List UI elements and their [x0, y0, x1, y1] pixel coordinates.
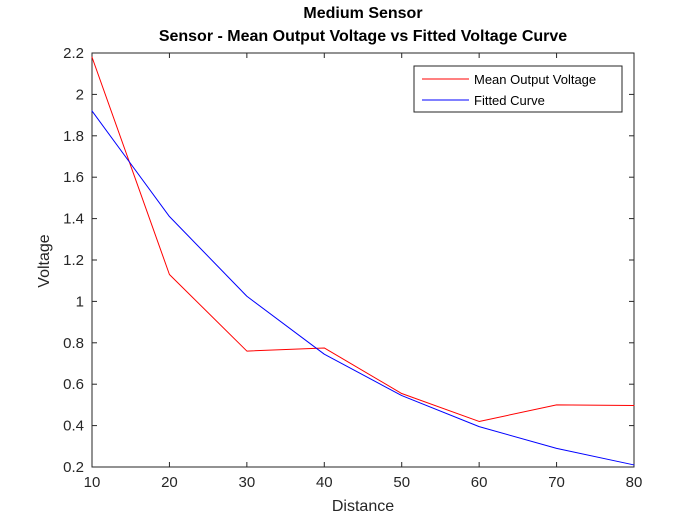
x-tick-label: 10 [84, 474, 101, 491]
chart-title-main: Medium Sensor [303, 5, 423, 22]
chart-title-sub: Sensor - Mean Output Voltage vs Fitted V… [158, 28, 568, 45]
x-tick-label: 70 [548, 474, 565, 491]
x-axis-label: Distance [331, 498, 395, 515]
y-tick-label: 0.8 [63, 335, 84, 352]
x-tick-label: 50 [393, 474, 410, 491]
x-tick-label: 60 [471, 474, 488, 491]
legend-entry-label: Fitted Curve [474, 93, 545, 108]
y-tick-label: 1.6 [63, 169, 84, 186]
y-tick-label: 1.8 [63, 128, 84, 145]
x-tick-label: 40 [316, 474, 333, 491]
legend-box [413, 65, 623, 113]
x-tick-label: 30 [239, 474, 256, 491]
y-tick-label: 1 [76, 293, 84, 310]
y-tick-label: 1.4 [63, 211, 84, 228]
x-tick-label: 20 [161, 474, 178, 491]
y-tick-label: 0.6 [63, 376, 84, 393]
y-tick-label: 2 [76, 86, 84, 103]
legend-entry-label: Mean Output Voltage [474, 72, 596, 87]
x-tick-label: 80 [626, 474, 643, 491]
y-axis-label: Voltage [36, 234, 53, 288]
y-tick-label: 0.4 [63, 418, 84, 435]
y-tick-label: 2.2 [63, 45, 84, 62]
y-tick-label: 0.2 [63, 459, 84, 476]
plot-area-box [91, 52, 635, 468]
series-line-fitted-curve [91, 110, 635, 466]
series-line-mean-output-voltage [91, 56, 635, 422]
y-tick-label: 1.2 [63, 252, 84, 269]
